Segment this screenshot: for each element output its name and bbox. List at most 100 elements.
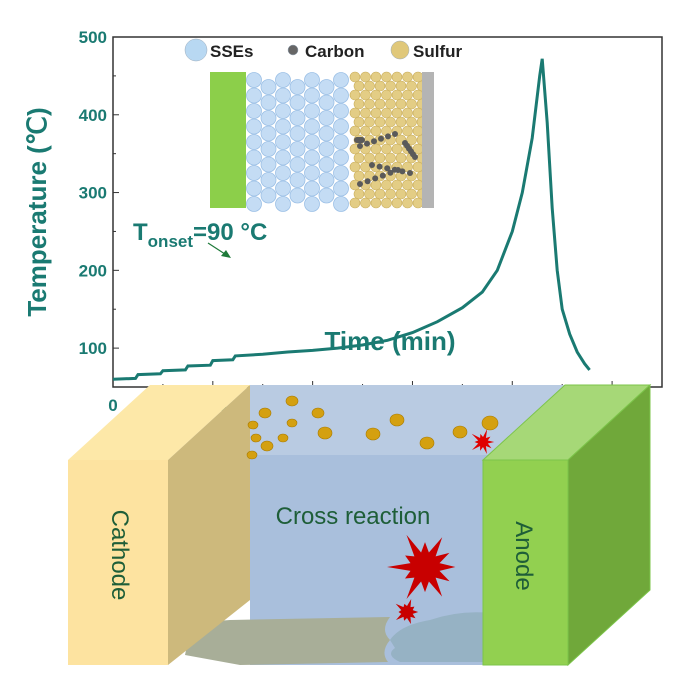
sse-particle — [260, 172, 277, 188]
sulfur-particle — [406, 116, 417, 128]
sulfur-composite — [349, 71, 428, 209]
sulfur-particle — [260, 440, 274, 452]
sse-particle — [275, 180, 291, 197]
sse-particle — [304, 134, 320, 150]
sulfur-particle — [353, 116, 365, 128]
sulfur-particle — [370, 107, 382, 119]
carbon-particle — [357, 181, 363, 187]
onset-label-T: T — [133, 219, 148, 246]
sulfur-particle — [374, 98, 386, 110]
sse-particle — [318, 125, 335, 142]
sse-particle — [275, 118, 291, 135]
sse-particle — [304, 180, 320, 197]
sse-particle — [304, 196, 320, 212]
carbon-particle — [378, 135, 384, 142]
sulfur-particle — [370, 71, 382, 83]
sulfur-particle — [349, 161, 361, 173]
sse-particle — [260, 187, 277, 204]
sulfur-particle — [385, 80, 396, 92]
inset-anode-bar — [210, 72, 246, 208]
sse-particle — [333, 149, 349, 166]
cathode-side-face — [168, 385, 250, 665]
sulfur-particle — [353, 170, 365, 182]
sulfur-particle — [364, 98, 375, 110]
temperature-series-line — [112, 58, 591, 381]
sulfur-particle — [311, 407, 325, 419]
sse-particle — [333, 180, 349, 197]
sse-particle — [304, 165, 320, 181]
sulfur-particle — [406, 98, 417, 110]
y-tick-label: 500 — [79, 28, 107, 47]
sse-particle — [260, 125, 277, 142]
carbon-particle — [376, 163, 383, 170]
sse-particle — [289, 187, 306, 204]
sulfur-particle — [360, 161, 371, 173]
svg-text:Tonset=90 °C: Tonset=90 °C — [133, 219, 267, 251]
inset-legend: SSEs Carbon Sulfur — [184, 38, 462, 62]
carbon-particle — [359, 137, 365, 143]
inset-current-collector — [422, 72, 434, 208]
sse-particle — [246, 118, 262, 135]
carbon-particle — [412, 154, 418, 160]
sulfur-particle — [391, 179, 403, 191]
sulfur-particle — [406, 134, 417, 146]
cathode-top-face — [68, 385, 250, 460]
sulfur-particle — [285, 395, 299, 407]
carbon-particle — [364, 178, 371, 185]
sse-particle — [260, 110, 277, 126]
sulfur-particle — [286, 418, 298, 428]
sse-particle — [246, 72, 262, 88]
sse-particle — [289, 94, 306, 111]
sulfur-particle — [406, 188, 417, 200]
sulfur-particle — [385, 188, 396, 200]
sse-particle — [246, 165, 262, 181]
sulfur-particle — [360, 89, 371, 101]
anode-front-face — [482, 459, 569, 666]
carbon-particle — [364, 140, 370, 147]
sulfur-particle — [317, 426, 333, 440]
sulfur-particle — [364, 152, 375, 164]
sulfur-particle — [385, 98, 396, 110]
sulfur-particle — [402, 197, 413, 209]
sulfur-particle — [246, 450, 258, 460]
sse-particle — [304, 118, 320, 135]
sulfur-particle — [370, 179, 382, 191]
sulfur-particle — [381, 89, 392, 101]
anode-deposit — [390, 612, 490, 662]
sulfur-particle — [402, 125, 413, 137]
sulfur-particle — [452, 425, 468, 439]
sse-particle — [318, 187, 335, 204]
sse-particle — [289, 156, 306, 173]
sse-particle — [275, 149, 291, 166]
sulfur-particle — [481, 415, 499, 431]
sse-particle — [318, 141, 335, 157]
sulfur-particle — [412, 107, 424, 119]
sse-particle — [333, 196, 349, 212]
sulfur-particle — [360, 107, 371, 119]
legend-marker-sulfur — [390, 40, 410, 60]
onset-label-value: =90 °C — [193, 219, 267, 246]
sulfur-particle — [360, 197, 371, 209]
carbon-particle — [407, 170, 413, 176]
sse-particle — [318, 94, 335, 111]
sse-particle — [318, 110, 335, 126]
sulfur-particle — [360, 125, 371, 137]
legend-label: Sulfur — [413, 42, 462, 61]
carbon-particle — [379, 172, 386, 179]
sse-particle — [304, 149, 320, 166]
sulfur-particle — [385, 116, 396, 128]
sulfur-particle — [374, 152, 386, 164]
carbon-particle — [385, 133, 391, 140]
sulfur-particle — [365, 427, 381, 441]
sulfur-particle — [349, 107, 361, 119]
sulfur-particle — [353, 188, 365, 200]
sulfur-particle — [391, 143, 403, 155]
sulfur-particle — [364, 80, 375, 92]
cathode-deposit — [185, 617, 390, 665]
sse-particle — [318, 156, 335, 173]
cross-reaction-diagram: Cathode Cross reaction Anode — [68, 383, 652, 667]
sse-particle — [333, 118, 349, 135]
sulfur-particle — [349, 71, 361, 83]
carbon-particle — [387, 169, 394, 176]
